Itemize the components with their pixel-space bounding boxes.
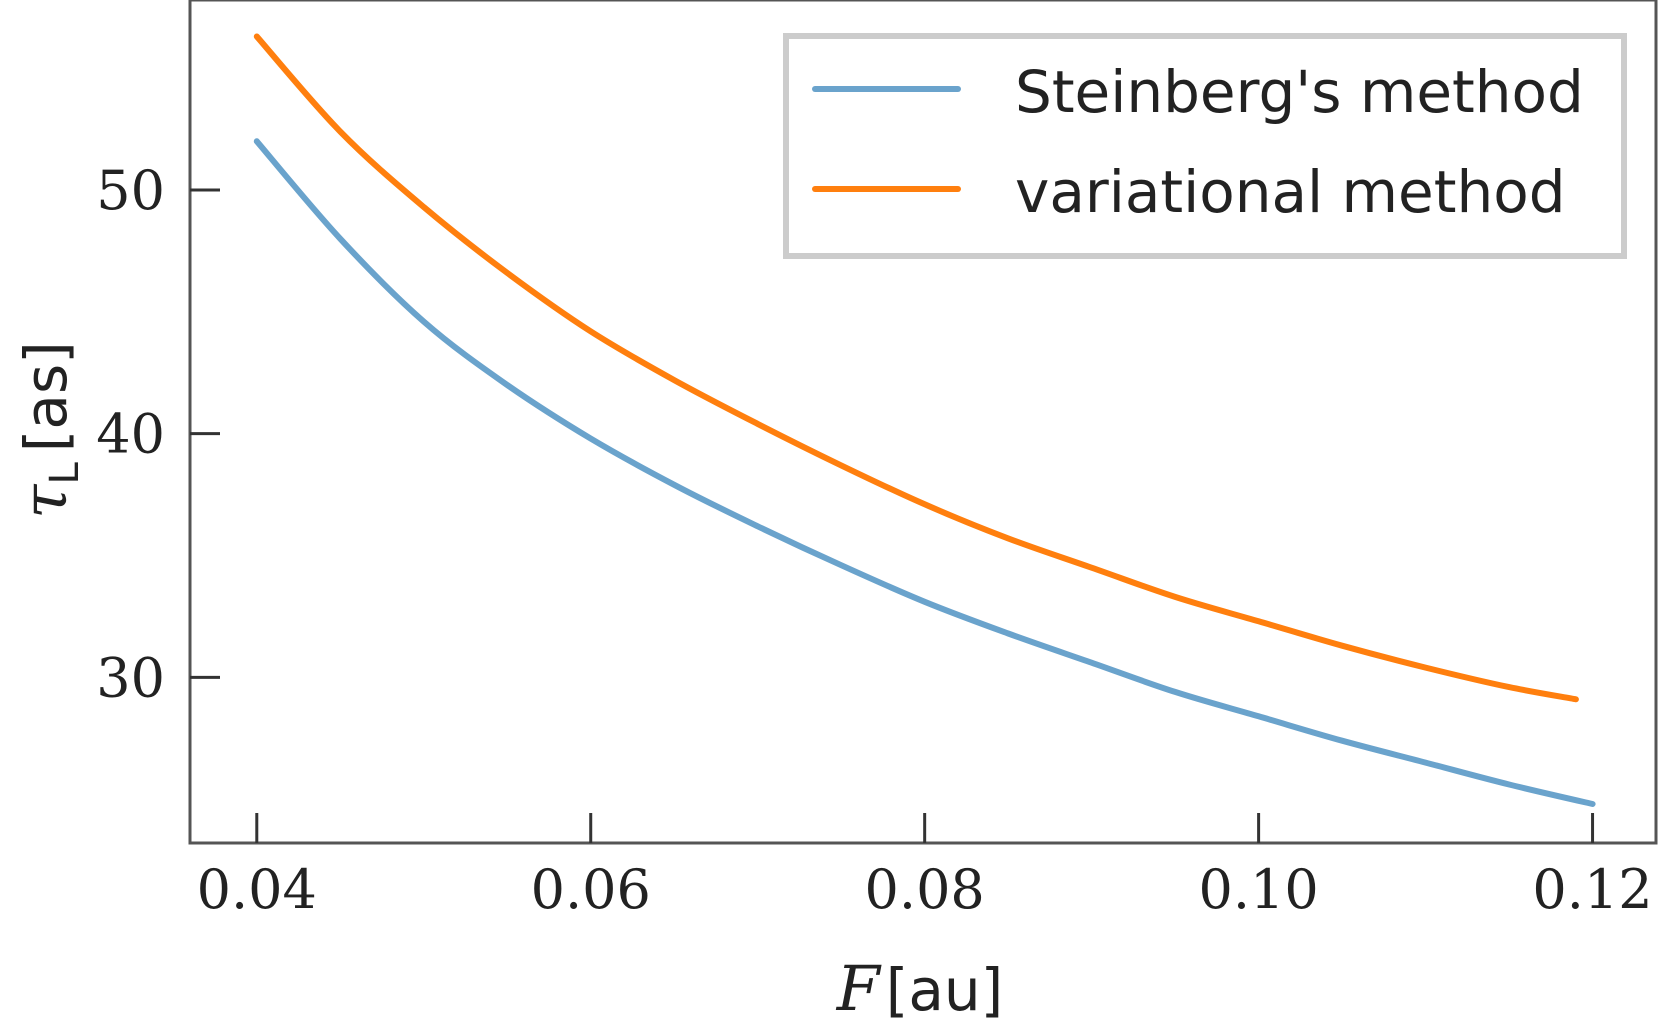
x-axis-unit: [au]	[886, 956, 1004, 1024]
legend: Steinberg's method variational method	[783, 33, 1627, 259]
x-tick-label: 0.12	[1532, 858, 1652, 921]
legend-label-steinberg: Steinberg's method	[1015, 58, 1584, 126]
x-axis-symbol: F	[836, 952, 882, 1025]
series-lines	[253, 33, 1596, 807]
legend-label-variational: variational method	[1015, 158, 1566, 226]
x-tick-label: 0.04	[197, 858, 317, 921]
y-tick-label: 50	[96, 159, 165, 222]
y-axis-symbol: τ	[8, 483, 81, 519]
series-line-variational	[253, 33, 1579, 703]
y-axis-label: τL [as]	[8, 341, 88, 519]
x-axis-label: F [au]	[836, 952, 1004, 1025]
y-tick-label: 40	[96, 403, 165, 466]
y-tick-label: 30	[96, 646, 165, 709]
legend-box	[783, 33, 1627, 259]
x-tick-label: 0.08	[865, 858, 985, 921]
series-line-steinberg	[253, 138, 1596, 807]
y-axis-subscript: L	[42, 462, 88, 485]
x-tick-label: 0.10	[1198, 858, 1318, 921]
x-tick-label: 0.06	[531, 858, 651, 921]
plot-frame	[188, 0, 1658, 845]
y-axis-unit: [as]	[12, 341, 80, 452]
axis-ticks: 0.04 0.06 0.08 0.10 0.12 30 40 50	[96, 159, 1652, 921]
